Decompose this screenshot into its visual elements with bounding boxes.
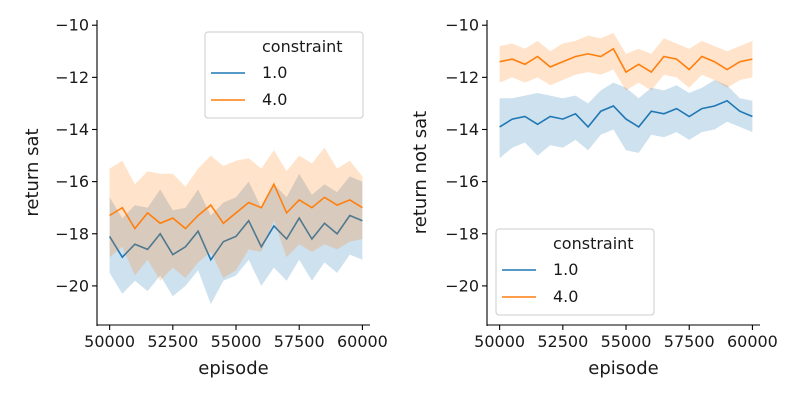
legend: constraint 1.0 4.0 bbox=[495, 228, 655, 316]
y-tick-label: −14 bbox=[445, 120, 479, 139]
confidence-band-4-0 bbox=[499, 33, 753, 91]
legend-title: constraint bbox=[262, 37, 343, 56]
y-tick-label: −12 bbox=[55, 68, 89, 87]
confidence-band-1-0 bbox=[109, 173, 363, 305]
y-tick-label: −10 bbox=[55, 16, 89, 35]
x-axis-label: episode bbox=[588, 358, 658, 379]
legend-title: constraint bbox=[553, 234, 634, 253]
legend-label: 1.0 bbox=[553, 260, 578, 279]
x-tick-label: 55000 bbox=[211, 332, 262, 351]
legend-frame bbox=[204, 31, 364, 119]
y-tick-label: −16 bbox=[55, 172, 89, 191]
series-1-0 bbox=[108, 173, 363, 305]
legend-frame bbox=[495, 228, 655, 316]
x-tick-label: 57500 bbox=[664, 332, 715, 351]
y-tick-label: −14 bbox=[55, 120, 89, 139]
x-tick-label: 60000 bbox=[337, 332, 388, 351]
y-tick-label: −20 bbox=[445, 276, 479, 295]
x-axis-label: episode bbox=[198, 358, 268, 379]
legend: constraint 1.0 4.0 bbox=[204, 31, 364, 119]
x-tick-label: 52500 bbox=[147, 332, 198, 351]
y-tick-label: −12 bbox=[445, 68, 479, 87]
left-panel-return-sat: −20 −18 −16 −14 −12 −10 50000 52500 55000 57500 60… bbox=[22, 16, 388, 379]
series-4-0 bbox=[499, 33, 753, 91]
confidence-band-4-0 bbox=[109, 147, 363, 281]
legend-label: 4.0 bbox=[553, 287, 578, 306]
x-tick-label: 55000 bbox=[601, 332, 652, 351]
x-tick-label: 52500 bbox=[537, 332, 588, 351]
x-tick-label: 50000 bbox=[84, 332, 135, 351]
y-tick-label: −16 bbox=[445, 172, 479, 191]
y-axis-label: return not sat bbox=[410, 111, 431, 234]
series-4-0 bbox=[109, 147, 363, 281]
y-axis-label: return sat bbox=[22, 128, 43, 216]
x-tick-label: 50000 bbox=[474, 332, 525, 351]
legend-label: 1.0 bbox=[262, 63, 287, 82]
y-tick-label: −20 bbox=[55, 276, 89, 295]
y-tick-label: −18 bbox=[55, 224, 89, 243]
series-1-0 bbox=[499, 80, 753, 159]
y-tick-label: −10 bbox=[445, 16, 479, 35]
legend-label: 4.0 bbox=[262, 90, 287, 109]
right-panel-return-not-sat: −20 −18 −16 −14 −12 −10 50000 52500 55000 57500 60… bbox=[410, 16, 778, 379]
y-tick-label: −18 bbox=[445, 224, 479, 243]
x-tick-label: 60000 bbox=[727, 332, 778, 351]
x-tick-label: 57500 bbox=[274, 332, 325, 351]
